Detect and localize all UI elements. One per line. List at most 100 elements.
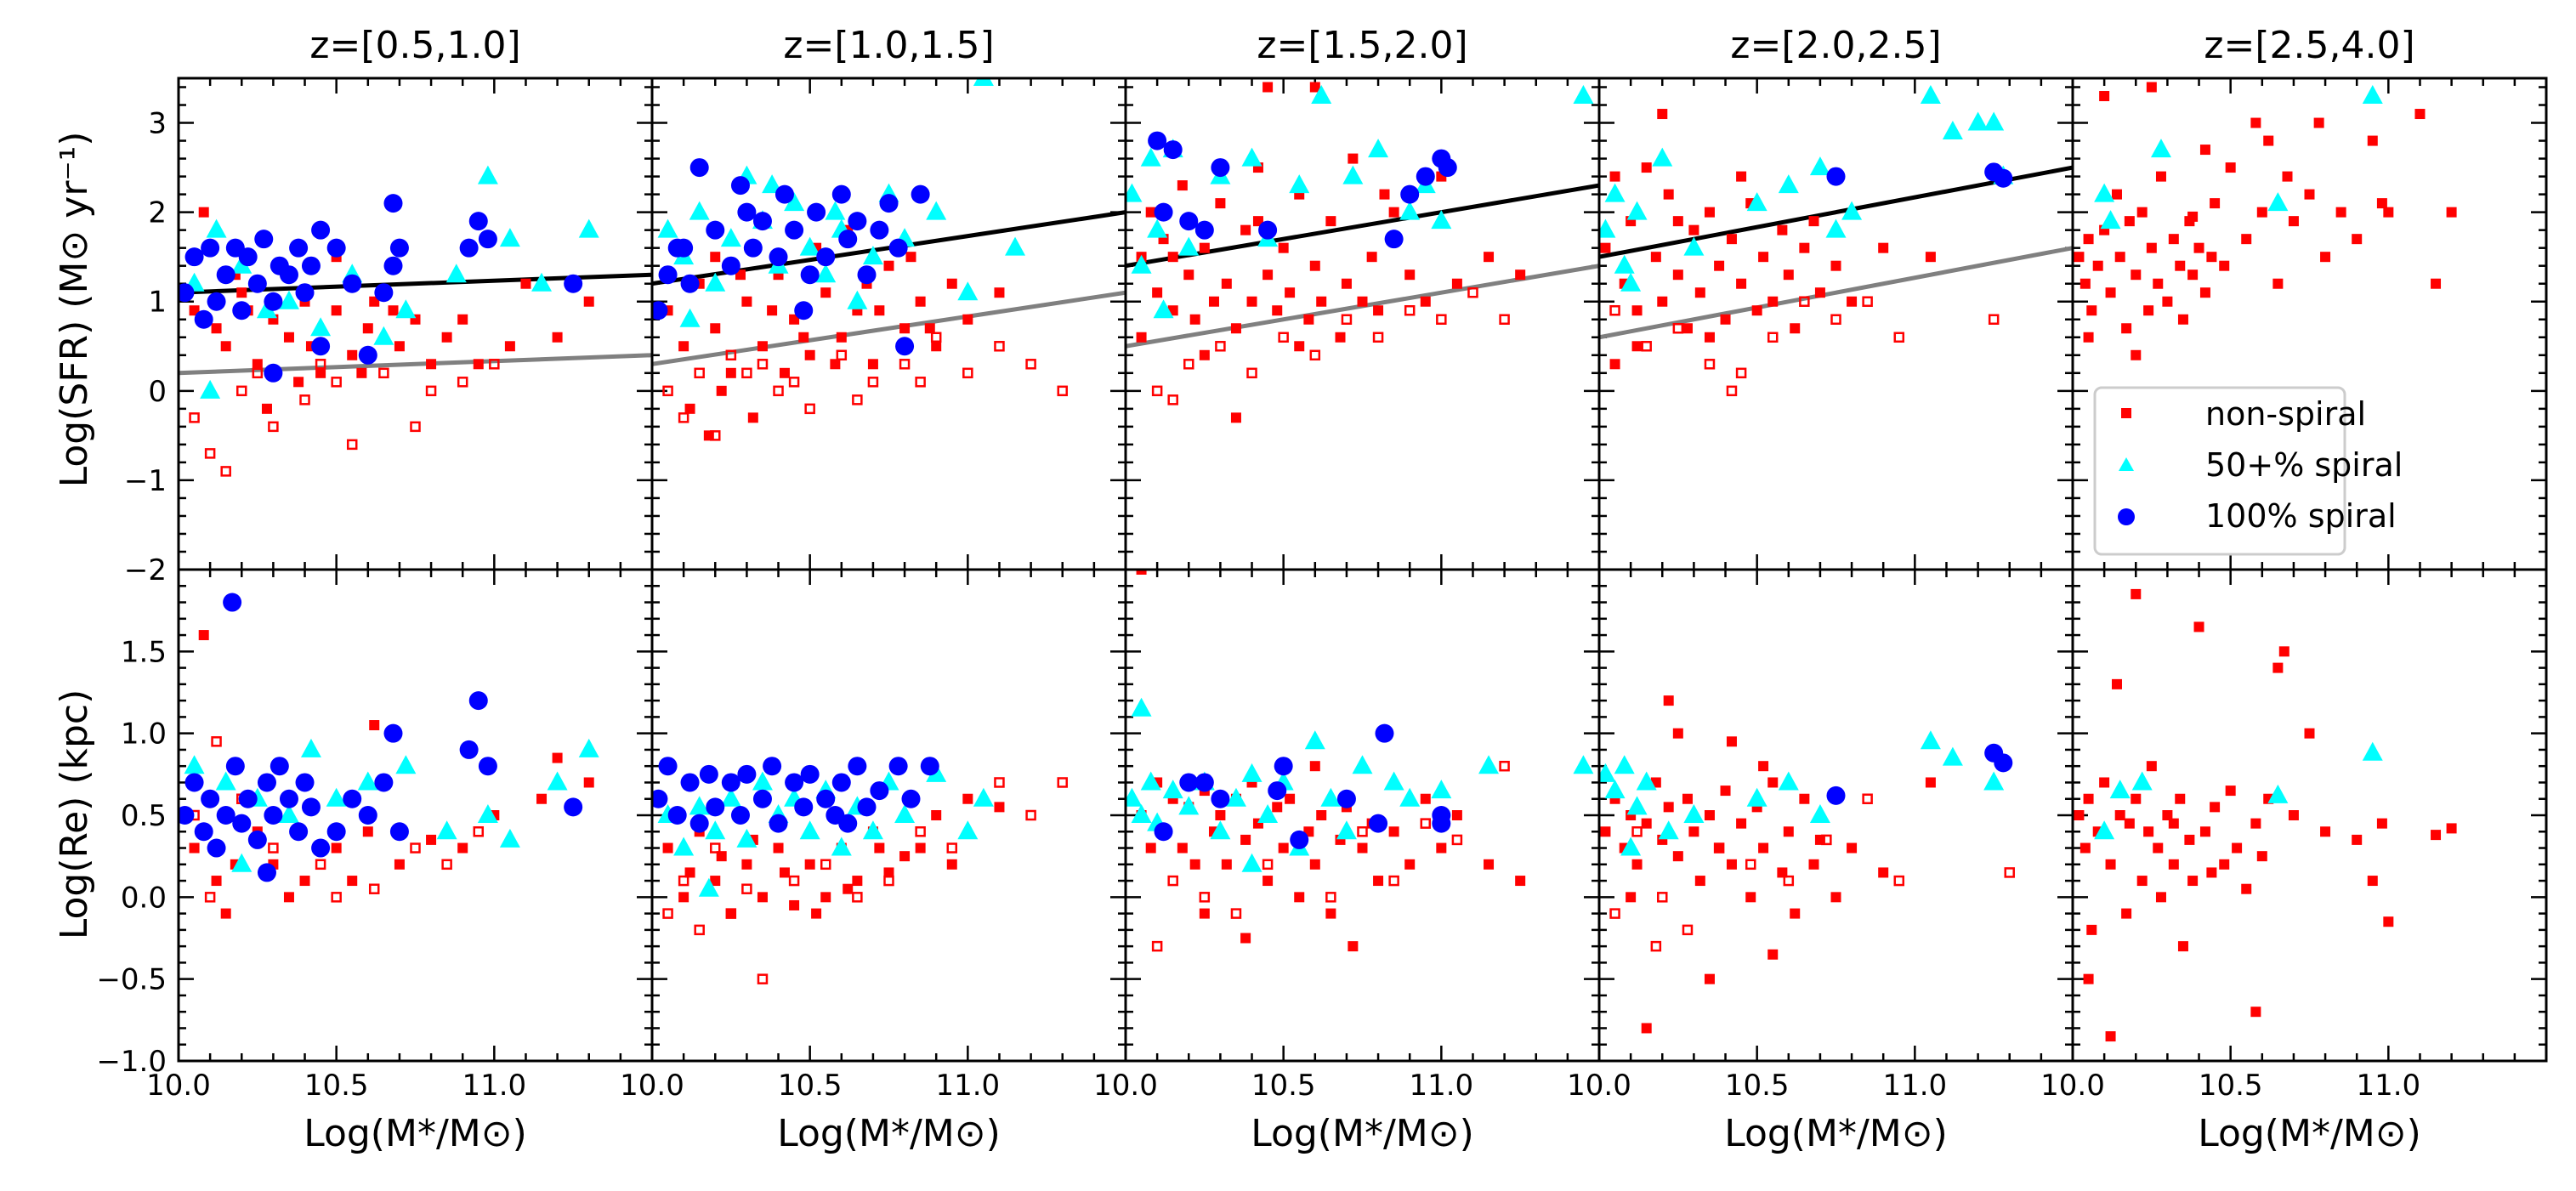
non-spiral-open-point <box>883 875 894 887</box>
spiral-100-point <box>194 822 213 842</box>
non-spiral-point <box>2414 109 2426 120</box>
non-spiral-open-point <box>867 377 879 388</box>
non-spiral-open-point <box>1830 314 1841 325</box>
non-spiral-point <box>2111 189 2122 200</box>
non-spiral-point <box>1177 842 1188 854</box>
non-spiral-open-point <box>1436 314 1447 325</box>
non-spiral-point <box>1783 826 1794 837</box>
non-spiral-point <box>2250 117 2261 128</box>
non-spiral-point <box>1177 180 1188 191</box>
non-spiral-open-point <box>457 377 468 388</box>
spiral-100-point <box>785 773 804 792</box>
spiral-100-point <box>238 247 258 267</box>
spiral-100-point <box>652 789 668 808</box>
spiral-100-point <box>264 363 283 383</box>
non-spiral-open-point <box>268 842 279 854</box>
spiral-50-point <box>1942 121 1963 140</box>
non-spiral-point <box>1167 252 1178 263</box>
spiral-100-point <box>752 212 772 231</box>
non-spiral-open-point <box>489 359 500 370</box>
non-spiral-point <box>2187 876 2199 887</box>
non-spiral-point <box>2282 171 2293 182</box>
non-spiral-point <box>2105 1031 2116 1042</box>
spiral-100-point <box>775 184 794 204</box>
non-spiral-open-point <box>1199 892 1211 903</box>
non-spiral-open-point <box>1650 940 1662 952</box>
spiral-50-point <box>1352 755 1373 774</box>
non-spiral-point <box>2146 82 2157 93</box>
non-spiral-point <box>1808 859 1819 870</box>
spiral-50-point <box>1241 853 1262 872</box>
non-spiral-point <box>1736 171 1747 182</box>
non-spiral-point <box>356 367 367 378</box>
spiral-50-point <box>1383 771 1404 791</box>
spiral-100-point <box>194 309 213 329</box>
spiral-100-point <box>358 806 377 825</box>
spiral-50-point <box>1311 85 1332 105</box>
non-spiral-point <box>220 341 231 352</box>
spiral-50-point <box>799 820 820 840</box>
non-spiral-point <box>2136 876 2148 887</box>
non-spiral-point <box>1626 892 1637 903</box>
non-spiral-point <box>2206 252 2217 263</box>
non-spiral-open-point <box>757 359 769 370</box>
spiral-50-point <box>1604 183 1626 202</box>
spiral-50-point <box>1746 192 1767 212</box>
spiral-50-point <box>1241 147 1262 167</box>
spiral-50-point <box>689 796 710 815</box>
non-spiral-point <box>1726 736 1737 747</box>
non-spiral-point <box>915 842 926 854</box>
non-spiral-point <box>1420 793 1431 804</box>
non-spiral-open-point <box>1726 385 1738 397</box>
non-spiral-point <box>1641 162 1652 173</box>
non-spiral-point <box>725 367 736 378</box>
spiral-50-point <box>373 326 394 345</box>
non-spiral-open-point <box>1893 875 1905 887</box>
spiral-100-point <box>207 292 226 311</box>
non-spiral-point <box>1325 908 1336 919</box>
spiral-50-point <box>1599 218 1616 238</box>
y-tick-label: −1.0 <box>96 1045 167 1079</box>
non-spiral-point <box>1726 859 1737 870</box>
re-axes-1: −1.0 −0.5 0.0 0.5 1.0 1.5 <box>96 568 654 1079</box>
spiral-100-point <box>232 301 252 320</box>
spiral-100-point <box>888 238 908 258</box>
spiral-100-point <box>301 256 321 275</box>
lower-sequence-line <box>1599 246 2073 340</box>
non-spiral-point <box>1758 761 1769 772</box>
spiral-100-point <box>1268 781 1287 801</box>
spiral-100-point <box>730 176 750 196</box>
non-spiral-point <box>915 296 926 307</box>
non-spiral-point <box>552 752 563 763</box>
non-spiral-point <box>1183 269 1194 281</box>
panel-title-3: z=[1.5,2.0] <box>1257 24 1467 67</box>
x-axis-label: Log(M*/M⊙) <box>1251 1112 1474 1155</box>
non-spiral-open-point <box>852 394 863 406</box>
spiral-50-point <box>1658 820 1679 840</box>
non-spiral-point <box>369 720 380 731</box>
non-spiral-open-point <box>2004 867 2015 878</box>
non-spiral-point <box>2431 830 2442 841</box>
spiral-100-point <box>179 283 195 303</box>
non-spiral-open-point <box>1767 332 1779 343</box>
spiral-50-point <box>1626 201 1648 220</box>
spiral-50-point <box>326 787 347 807</box>
non-spiral-point <box>1215 810 1226 820</box>
spiral-50-point <box>1342 165 1364 184</box>
legend-label-100-spiral: 100% spiral <box>2205 497 2397 535</box>
x-tick-label: 10.5 <box>1725 1069 1790 1103</box>
non-spiral-open-point <box>204 892 216 903</box>
non-spiral-point <box>883 260 894 271</box>
spiral-100-point <box>232 814 252 833</box>
spiral-50-point <box>1304 730 1325 750</box>
spiral-50-point <box>1599 763 1616 782</box>
spiral-50-point <box>578 218 599 238</box>
non-spiral-point <box>757 341 768 352</box>
non-spiral-point <box>1736 818 1747 829</box>
non-spiral-point <box>2092 260 2103 271</box>
points <box>1126 570 1594 952</box>
non-spiral-point <box>741 296 752 307</box>
spiral-100-point <box>478 757 497 776</box>
non-spiral-point <box>2210 198 2221 209</box>
non-spiral-point <box>1278 242 1289 253</box>
